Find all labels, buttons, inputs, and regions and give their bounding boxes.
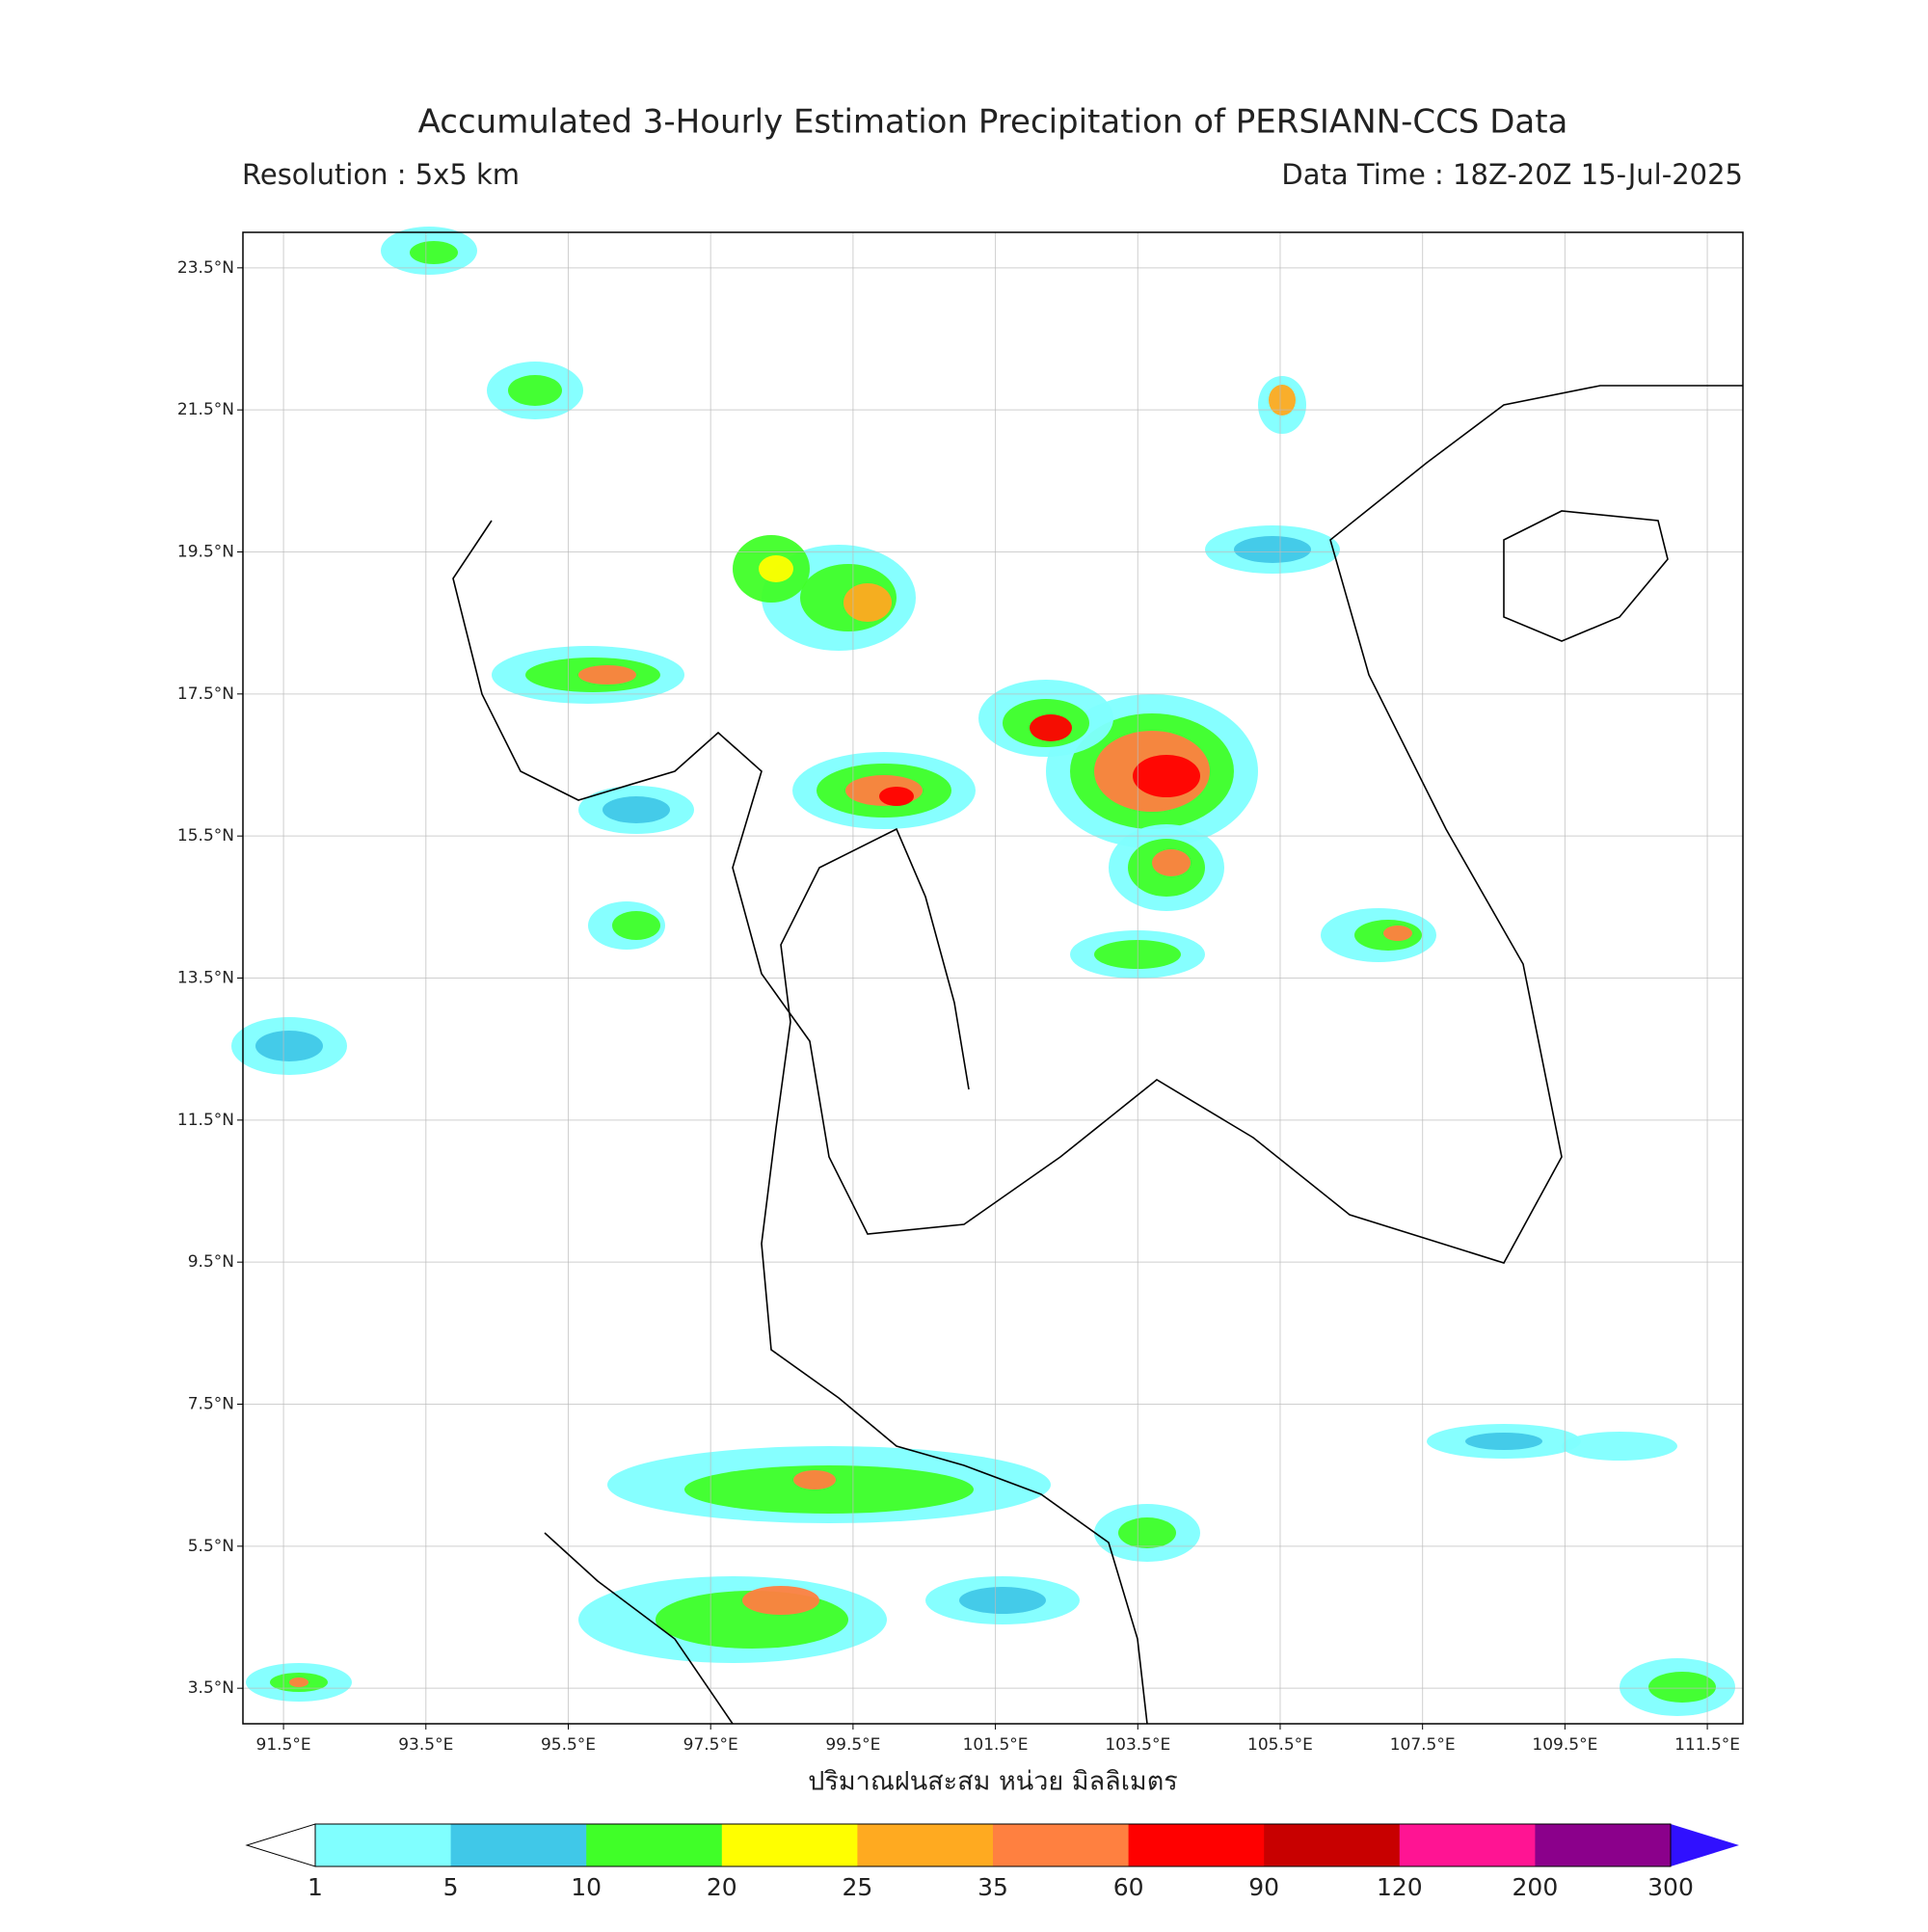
- rain-area: [255, 1031, 323, 1061]
- rain-area: [1562, 1432, 1677, 1461]
- lat-tick-label: 23.5°N: [177, 258, 234, 278]
- lon-tick-label: 111.5°E: [1674, 1735, 1740, 1755]
- rain-area: [684, 1465, 974, 1514]
- rain-area: [1030, 714, 1072, 741]
- rain-area: [1383, 926, 1412, 941]
- colorbar-tick-label: 120: [1377, 1873, 1423, 1901]
- lat-tick-label: 19.5°N: [177, 543, 234, 562]
- rain-area: [578, 665, 636, 684]
- colorbar-tick-label: 5: [443, 1873, 459, 1901]
- lon-tick-label: 93.5°E: [398, 1735, 453, 1755]
- x-axis-label: ปริมาณฝนสะสม หน่วย มิลลิเมตร: [808, 1767, 1178, 1797]
- rain-area: [1269, 385, 1296, 416]
- rain-area: [1234, 536, 1311, 563]
- resolution: Resolution : 5x5 km: [242, 158, 520, 191]
- lon-tick-label: 97.5°E: [683, 1735, 738, 1755]
- data-time: Data Time : 18Z-20Z 15-Jul-2025: [1281, 158, 1743, 191]
- lon-tick-label: 107.5°E: [1390, 1735, 1456, 1755]
- colorbar-tick-label: 300: [1647, 1873, 1694, 1901]
- colorbar-segment: [315, 1824, 452, 1866]
- rain-area: [1648, 1672, 1716, 1703]
- rain-area: [742, 1586, 819, 1615]
- title: Accumulated 3-Hourly Estimation Precipit…: [418, 103, 1568, 142]
- lon-tick-label: 105.5°E: [1247, 1735, 1313, 1755]
- colorbar-tick-label: 60: [1113, 1873, 1144, 1901]
- colorbar-frame: [314, 1823, 1672, 1867]
- lat-tick-label: 7.5°N: [188, 1395, 234, 1414]
- lon-tick-label: 109.5°E: [1532, 1735, 1597, 1755]
- lat-tick-label: 11.5°N: [177, 1111, 234, 1130]
- colorbar: 1 5 10 20 25 35 60 90 120 200 300: [245, 1823, 1739, 1901]
- colorbar-segment: [993, 1824, 1130, 1866]
- rain-layer: [231, 227, 1735, 1716]
- map-frame: [242, 231, 1744, 1725]
- lat-tick-label: 15.5°N: [177, 826, 234, 845]
- colorbar-tick-label: 10: [571, 1873, 602, 1901]
- colorbar-tick-label: 35: [977, 1873, 1008, 1901]
- colorbar-segment: [1128, 1824, 1265, 1866]
- coastline: [452, 385, 1743, 1725]
- colorbar-tick-label: 20: [707, 1873, 737, 1901]
- colorbar-over: [1671, 1824, 1739, 1866]
- colorbar-tick-label: 25: [842, 1873, 872, 1901]
- colorbar-segment: [1399, 1824, 1536, 1866]
- rain-area: [289, 1677, 308, 1687]
- rain-area: [844, 583, 892, 622]
- lat-tick-label: 5.5°N: [188, 1537, 234, 1556]
- colorbar-segment: [450, 1824, 587, 1866]
- lat-tick-label: 9.5°N: [188, 1252, 234, 1272]
- coast: [452, 385, 1743, 1264]
- lat-tick-label: 17.5°N: [177, 684, 234, 704]
- rain-area: [759, 555, 793, 582]
- rain-area: [959, 1587, 1046, 1614]
- rain-area: [1152, 849, 1191, 876]
- colorbar-segment: [721, 1824, 858, 1866]
- lon-tick-label: 103.5°E: [1105, 1735, 1170, 1755]
- colorbar-tick-label: 200: [1513, 1873, 1559, 1901]
- rain-area: [1118, 1517, 1176, 1548]
- coast: [544, 1532, 734, 1725]
- coast: [761, 827, 1148, 1725]
- colorbar-tick-label: 1: [308, 1873, 323, 1901]
- lon-tick-label: 95.5°E: [541, 1735, 596, 1755]
- island: [1503, 510, 1669, 642]
- colorbar-segment: [1264, 1824, 1401, 1866]
- lat-tick-label: 3.5°N: [188, 1678, 234, 1698]
- rain-area: [1465, 1433, 1542, 1450]
- colorbar-segment: [586, 1824, 723, 1866]
- lon-tick-label: 101.5°E: [963, 1735, 1029, 1755]
- lon-tick-label: 91.5°E: [256, 1735, 311, 1755]
- colorbar-tick-label: 90: [1248, 1873, 1279, 1901]
- colorbar-segment: [857, 1824, 994, 1866]
- rain-area: [793, 1470, 836, 1489]
- lon-tick-label: 99.5°E: [825, 1735, 880, 1755]
- rain-area: [612, 911, 660, 940]
- rain-area: [879, 787, 914, 806]
- colorbar-segment: [1535, 1824, 1672, 1866]
- rain-area: [410, 241, 458, 264]
- rain-area: [602, 796, 670, 823]
- lat-tick-label: 21.5°N: [177, 400, 234, 419]
- lat-tick-label: 13.5°N: [177, 969, 234, 988]
- grid: [237, 232, 1743, 1730]
- rain-area: [508, 375, 562, 406]
- rain-area: [1133, 755, 1200, 797]
